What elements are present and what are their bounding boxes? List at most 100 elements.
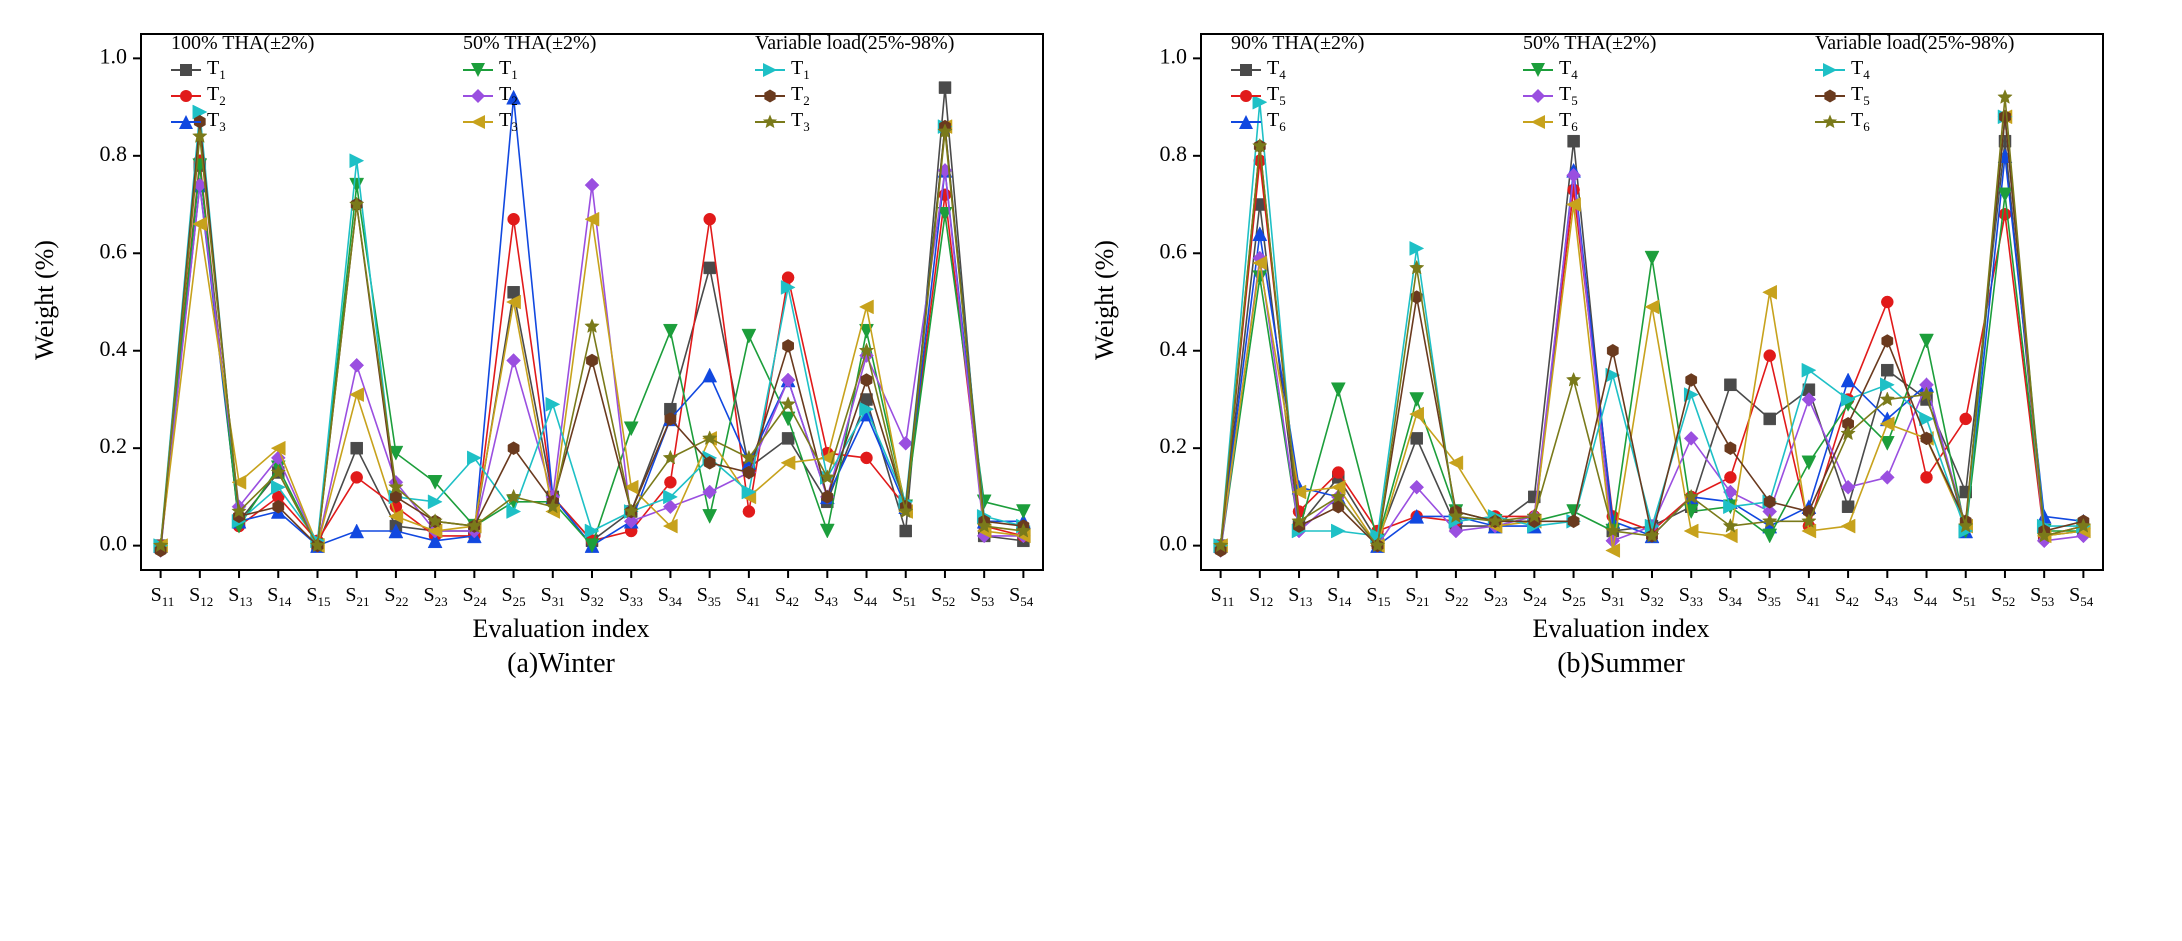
series-marker-C3 xyxy=(1566,373,1580,387)
x-tick-label: S13 xyxy=(228,584,252,610)
x-tick-label: S35 xyxy=(1757,584,1781,610)
series-marker-B3 xyxy=(1684,524,1698,538)
series-marker-C2 xyxy=(586,354,597,367)
series-marker-B1 xyxy=(663,324,677,338)
series-marker-C3 xyxy=(1841,426,1855,440)
legend-swatch xyxy=(171,63,201,77)
series-marker-A2 xyxy=(351,471,363,483)
x-tick-label: S22 xyxy=(384,584,408,610)
panel-caption: (a)Winter xyxy=(507,648,615,680)
series-marker-A1 xyxy=(1411,432,1423,444)
legend-group-title: 90% THA(±2%) xyxy=(1231,32,1517,57)
panel-caption: (b)Summer xyxy=(1557,648,1685,680)
legend-label: T5 xyxy=(1851,83,1870,109)
svg-text:1.0: 1.0 xyxy=(100,43,128,68)
x-tick-label: S32 xyxy=(1640,584,1664,610)
x-tick-label: S51 xyxy=(1952,584,1976,610)
legend-swatch xyxy=(755,115,785,129)
x-tick-label: S11 xyxy=(151,584,175,610)
svg-text:0.4: 0.4 xyxy=(1160,336,1188,361)
x-tick-label: S21 xyxy=(345,584,369,610)
series-marker-A2 xyxy=(664,476,676,488)
y-axis-label: Weight (%) xyxy=(30,240,60,360)
series-marker-A1 xyxy=(1764,413,1776,425)
x-tick-label: S33 xyxy=(619,584,643,610)
x-tick-label: S54 xyxy=(2069,584,2093,610)
legend-item: T4 xyxy=(1815,57,2101,83)
series-marker-B2 xyxy=(1880,470,1894,484)
legend-swatch xyxy=(171,89,201,103)
legend-swatch xyxy=(171,115,201,129)
legend-label: T6 xyxy=(1851,109,1870,135)
series-marker-A1 xyxy=(1881,364,1893,376)
legend-swatch xyxy=(1523,115,1553,129)
chart-frame: Weight (%)0.00.20.40.60.81.090% THA(±2%)… xyxy=(1121,20,2121,580)
chart-panel-winter: Weight (%)0.00.20.40.60.81.0100% THA(±2%… xyxy=(61,20,1061,680)
series-marker-A1 xyxy=(1842,501,1854,513)
legend-item: T5 xyxy=(1815,83,2101,109)
chart-frame: Weight (%)0.00.20.40.60.81.0100% THA(±2%… xyxy=(61,20,1061,580)
series-marker-A1 xyxy=(782,432,794,444)
x-tick-label: S12 xyxy=(1249,584,1273,610)
x-tick-label: S24 xyxy=(463,584,487,610)
series-marker-A2 xyxy=(704,213,716,225)
legend-label: T1 xyxy=(791,57,810,83)
legend-swatch xyxy=(1231,89,1261,103)
x-tick-label: S34 xyxy=(658,584,682,610)
legend-swatch xyxy=(755,89,785,103)
x-axis-label: Evaluation index xyxy=(473,614,650,644)
legend-item: T1 xyxy=(463,57,749,83)
series-marker-A1 xyxy=(1724,379,1736,391)
legend-swatch xyxy=(463,115,493,129)
svg-text:0.6: 0.6 xyxy=(100,238,128,263)
legend-label: T3 xyxy=(499,109,518,135)
series-marker-C1 xyxy=(1920,412,1934,426)
legend-label: T2 xyxy=(499,83,518,109)
series-marker-B1 xyxy=(1016,505,1030,519)
svg-text:0.0: 0.0 xyxy=(100,531,128,556)
legend-item: T5 xyxy=(1523,83,1809,109)
series-marker-A2 xyxy=(1921,471,1933,483)
series-marker-C2 xyxy=(1607,344,1618,357)
legend-item: T2 xyxy=(171,83,457,109)
legend-item: T2 xyxy=(463,83,749,109)
legend-label: T5 xyxy=(1559,83,1578,109)
series-marker-B1 xyxy=(742,329,756,343)
legend-swatch xyxy=(463,89,493,103)
series-marker-B2 xyxy=(1684,431,1698,445)
legend-item: T5 xyxy=(1231,83,1517,109)
legend-swatch xyxy=(1815,63,1845,77)
legend-label: T6 xyxy=(1267,109,1286,135)
series-marker-C2 xyxy=(782,339,793,352)
legend-label: T1 xyxy=(207,57,226,83)
legend-label: T1 xyxy=(499,57,518,83)
x-tick-label: S25 xyxy=(502,584,526,610)
x-tick-labels: S11S12S13S14S15S21S22S23S24S25S31S32S33S… xyxy=(1121,580,2121,610)
series-marker-B3 xyxy=(860,300,874,314)
series-line-C1 xyxy=(1221,102,2084,545)
series-marker-B1 xyxy=(1645,251,1659,265)
series-marker-A1 xyxy=(1568,135,1580,147)
legend-label: T4 xyxy=(1267,57,1286,83)
x-tick-label: S32 xyxy=(580,584,604,610)
x-tick-label: S54 xyxy=(1009,584,1033,610)
legend-swatch xyxy=(1231,63,1261,77)
x-tick-label: S13 xyxy=(1288,584,1312,610)
series-marker-A2 xyxy=(743,506,755,518)
figure-root: Weight (%)0.00.20.40.60.81.0100% THA(±2%… xyxy=(0,0,2182,700)
legend-item: T6 xyxy=(1523,109,1809,135)
x-tick-label: S34 xyxy=(1718,584,1742,610)
series-marker-A3 xyxy=(703,368,717,382)
x-tick-label: S41 xyxy=(1796,584,1820,610)
chart-panel-summer: Weight (%)0.00.20.40.60.81.090% THA(±2%)… xyxy=(1121,20,2121,680)
series-marker-B1 xyxy=(350,178,364,192)
x-tick-label: S31 xyxy=(1601,584,1625,610)
legend: 90% THA(±2%)50% THA(±2%)Variable load(25… xyxy=(1231,32,2101,135)
legend-item: T2 xyxy=(755,83,1041,109)
legend-swatch xyxy=(463,63,493,77)
x-tick-label: S42 xyxy=(775,584,799,610)
legend-item: T4 xyxy=(1523,57,1809,83)
series-marker-C1 xyxy=(1802,363,1816,377)
legend-group-title: Variable load(25%-98%) xyxy=(1815,32,2101,57)
series-marker-A3 xyxy=(1253,227,1267,241)
